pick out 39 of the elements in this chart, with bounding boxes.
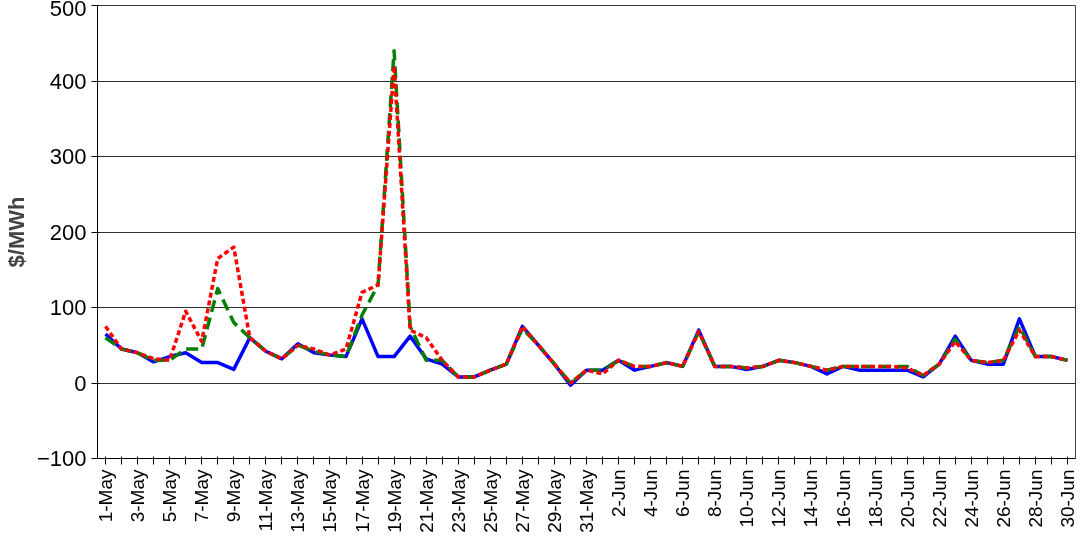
y-axis-title: $/MWh [3, 196, 29, 268]
x-tick-label: 30-Jun [1056, 469, 1078, 528]
x-tick-label: 18-Jun [864, 469, 886, 528]
x-tick-label: 26-Jun [992, 469, 1014, 528]
x-tick-label: 27-May [511, 469, 533, 533]
y-tick-label: 500 [49, 0, 87, 21]
y-tick-label: 100 [49, 295, 87, 320]
x-tick-label: 4-Jun [640, 469, 662, 518]
x-tick-label: 19-May [383, 469, 405, 533]
y-tick-label: −100 [36, 446, 87, 471]
x-tick-label: 7-May [191, 469, 213, 523]
x-tick-label: 20-Jun [896, 469, 918, 528]
x-tick-label: 22-Jun [928, 469, 950, 528]
x-tick-label: 6-Jun [672, 469, 694, 518]
x-tick-label: 17-May [351, 469, 373, 533]
x-tick-label: 11-May [255, 469, 277, 532]
y-tick-label: 300 [49, 144, 87, 169]
y-tick-label: 400 [49, 68, 87, 94]
x-tick-label: 24-Jun [960, 469, 982, 528]
x-tick-label: 9-May [223, 469, 245, 523]
x-tick-label: 5-May [159, 469, 181, 523]
x-tick-label: 3-May [127, 469, 149, 523]
x-tick-label: 10-Jun [736, 469, 758, 528]
x-tick-label: 1-May [95, 469, 117, 523]
x-tick-label: 16-Jun [832, 469, 854, 528]
y-tick-label: 200 [49, 219, 87, 245]
x-tick-label: 28-Jun [1024, 469, 1046, 528]
x-tick-label: 13-May [287, 469, 309, 533]
x-tick-label: 15-May [319, 469, 341, 533]
x-tick-label: 8-Jun [704, 469, 726, 518]
x-tick-label: 21-May [415, 469, 437, 533]
x-tick-label: 25-May [479, 469, 501, 533]
x-tick-label: 23-May [447, 469, 469, 533]
x-tick-label: 2-Jun [608, 469, 630, 518]
y-tick-label: 0 [74, 370, 87, 396]
x-tick-label: 29-May [543, 469, 565, 533]
x-tick-label: 14-Jun [800, 469, 822, 528]
x-tick-label: 12-Jun [768, 469, 790, 528]
x-tick-label: 31-May [576, 469, 597, 533]
